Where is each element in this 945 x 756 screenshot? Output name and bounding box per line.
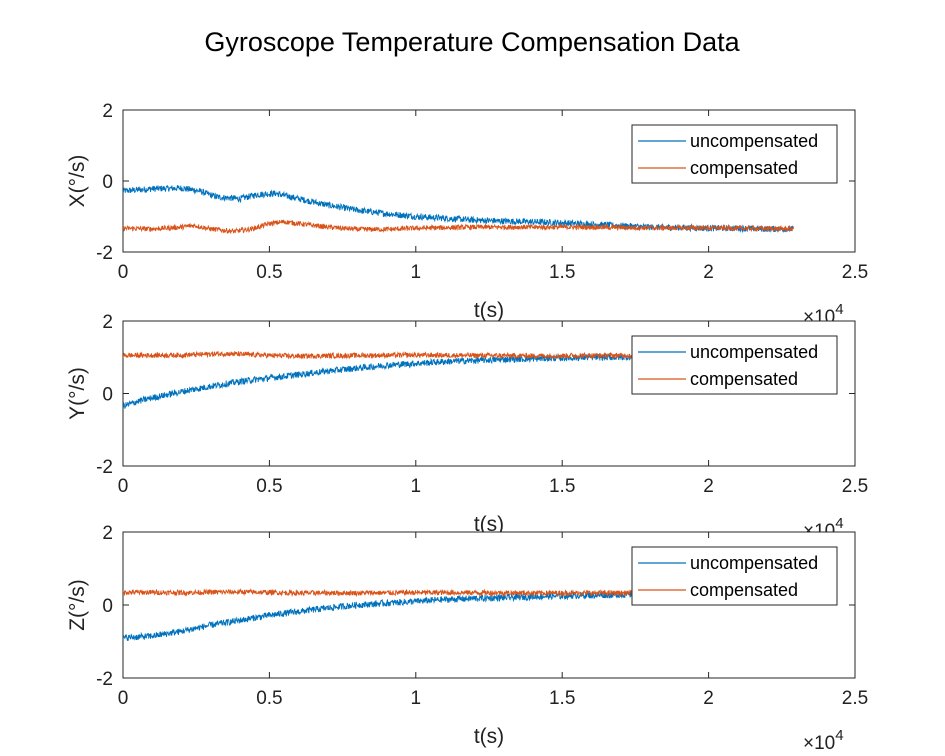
x-exponent-label: ×104 bbox=[803, 727, 844, 754]
y-tick-label: 2 bbox=[102, 523, 113, 544]
legend-label-uncompensated: uncompensated bbox=[690, 131, 818, 151]
legend-box bbox=[631, 124, 838, 184]
x-tick-label: 2 bbox=[703, 262, 714, 283]
subplots-group: 0 0.5 1 1.5 2 2.5-202t(s)X(°/s)×104uncompensa… bbox=[66, 101, 868, 754]
legend: uncompensated compensated bbox=[631, 124, 838, 184]
subplot-3: 0 0.5 1 1.5 2 2.5-202t(s)Z(°/s)×104uncompensa… bbox=[66, 523, 868, 754]
x-tick-label: 0.5 bbox=[256, 476, 282, 497]
subplot-1: 0 0.5 1 1.5 2 2.5-202t(s)X(°/s)×104uncompensa… bbox=[66, 101, 868, 328]
y-tick-label: -2 bbox=[96, 457, 113, 478]
legend-label-uncompensated: uncompensated bbox=[690, 553, 818, 573]
x-tick-label: 0 bbox=[118, 688, 129, 709]
x-tick-label: 1 bbox=[411, 476, 422, 497]
y-axis-label: Y(°/s) bbox=[66, 367, 89, 420]
x-tick-label: 1.5 bbox=[549, 476, 575, 497]
x-tick-label: 1.5 bbox=[549, 688, 575, 709]
x-tick-label: 0.5 bbox=[256, 262, 282, 283]
legend-label-compensated: compensated bbox=[690, 369, 798, 389]
y-axis-label: X(°/s) bbox=[66, 155, 89, 208]
y-tick-label: 0 bbox=[102, 172, 113, 193]
legend-label-compensated: compensated bbox=[690, 580, 798, 600]
chart-title: Gyroscope Temperature Compensation Data bbox=[204, 27, 740, 57]
x-tick-label: 0 bbox=[118, 476, 129, 497]
x-tick-label: 0.5 bbox=[256, 688, 282, 709]
x-tick-label: 2.5 bbox=[842, 262, 868, 283]
legend-box bbox=[631, 546, 838, 606]
series-line-compensated bbox=[123, 219, 794, 234]
x-exponent-power: 4 bbox=[835, 727, 843, 744]
x-axis-label: t(s) bbox=[474, 513, 504, 536]
x-axis-label: t(s) bbox=[474, 725, 504, 748]
legend-box bbox=[631, 335, 838, 395]
x-tick-label: 2 bbox=[703, 476, 714, 497]
legend-label-uncompensated: uncompensated bbox=[690, 342, 818, 362]
x-exponent-power: 4 bbox=[835, 301, 843, 318]
legend: uncompensated compensated bbox=[631, 546, 838, 606]
x-tick-label: 1 bbox=[411, 262, 422, 283]
y-tick-label: 0 bbox=[102, 385, 113, 406]
x-exponent-base: ×10 bbox=[803, 733, 835, 754]
legend-label-compensated: compensated bbox=[690, 158, 798, 178]
y-axis-label: Z(°/s) bbox=[66, 579, 89, 631]
x-tick-label: 1.5 bbox=[549, 262, 575, 283]
y-tick-label: 0 bbox=[102, 596, 113, 617]
x-tick-label: 2.5 bbox=[842, 688, 868, 709]
y-tick-label: -2 bbox=[96, 243, 113, 264]
subplot-2: 00.511.522.5-202t(s)Y(°/s)×104uncompensa… bbox=[66, 312, 868, 542]
x-tick-label: 1 bbox=[411, 688, 422, 709]
x-tick-label: 0 bbox=[118, 262, 129, 283]
y-tick-label: 2 bbox=[102, 312, 113, 333]
x-tick-label: 2 bbox=[703, 688, 714, 709]
y-tick-label: 2 bbox=[102, 101, 113, 122]
x-axis-label: t(s) bbox=[474, 299, 504, 322]
y-tick-label: -2 bbox=[96, 669, 113, 690]
x-tick-label: 2.5 bbox=[842, 476, 868, 497]
x-exponent-power: 4 bbox=[835, 515, 843, 532]
legend: uncompensated compensated bbox=[631, 335, 838, 395]
